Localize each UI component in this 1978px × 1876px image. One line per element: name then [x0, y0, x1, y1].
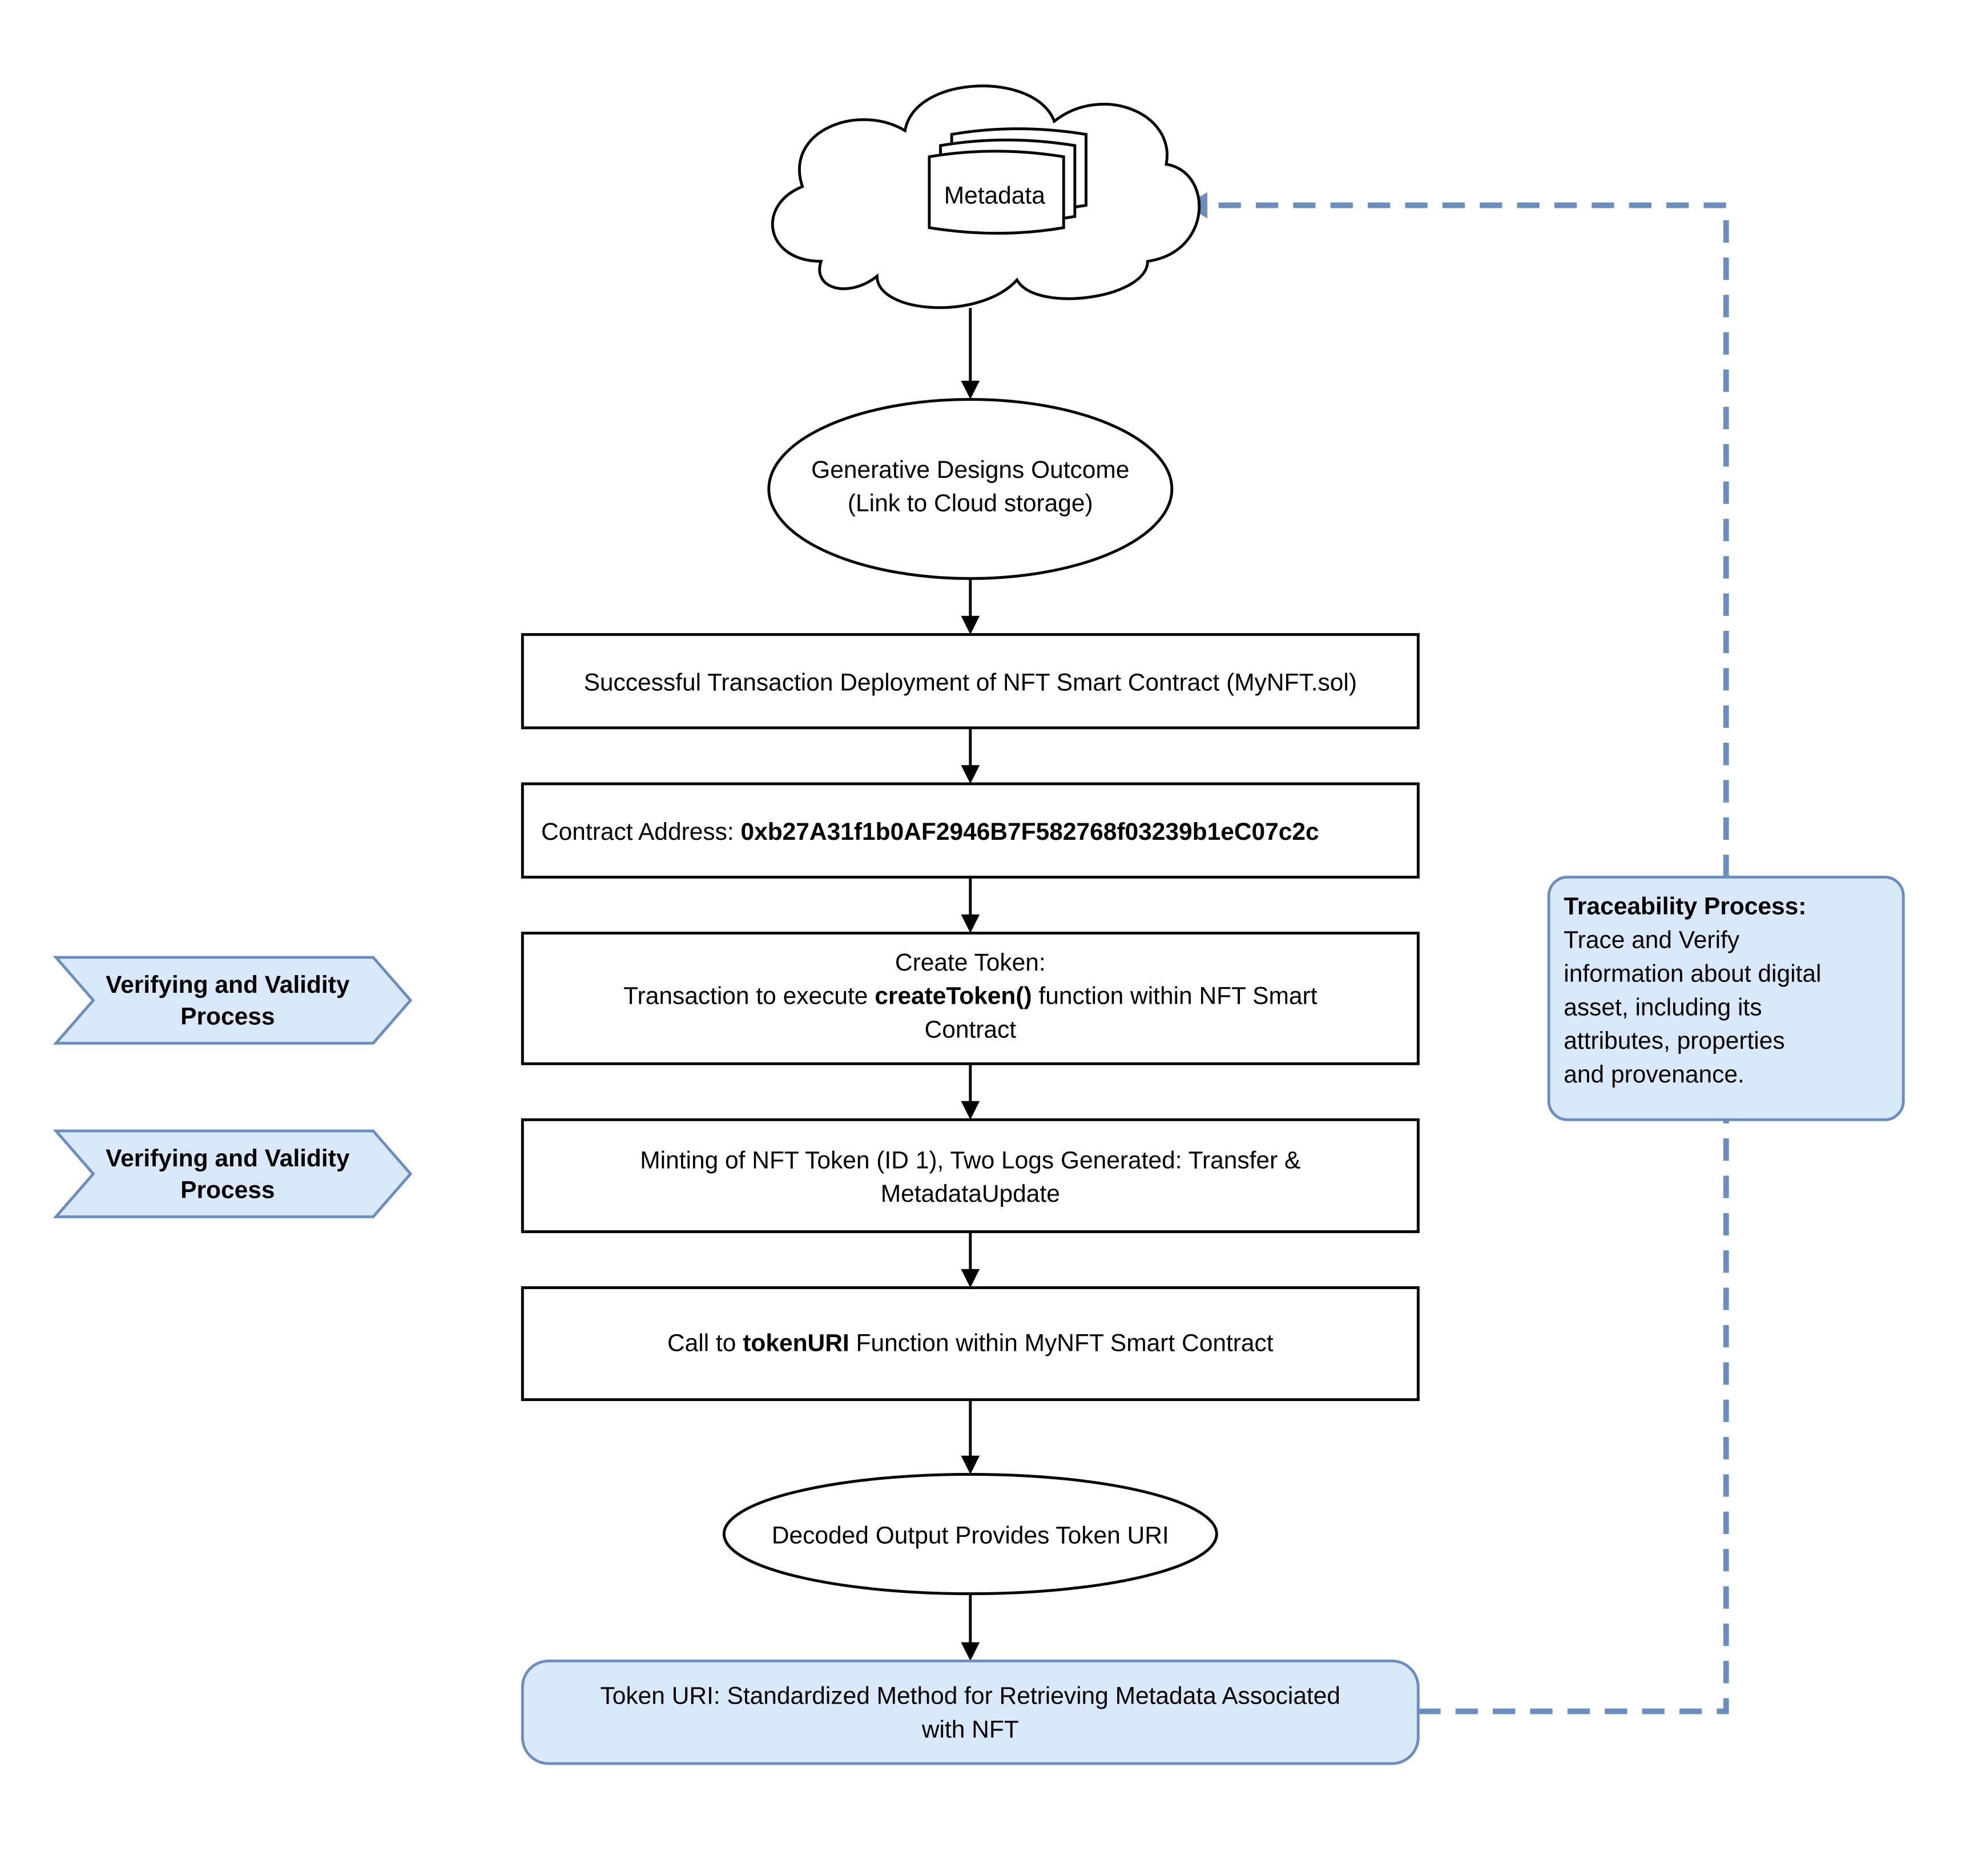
cloud-label: Metadata [944, 182, 1046, 209]
roundblue-line2: with NFT [921, 1716, 1019, 1743]
trace-body-4: and provenance. [1564, 1061, 1745, 1088]
trace-body-3: attributes, properties [1564, 1028, 1784, 1054]
trace-body-0: Trace and Verify [1564, 927, 1740, 954]
rect4-line1: Minting of NFT Token (ID 1), Two Logs Ge… [640, 1147, 1300, 1174]
node-contract-address: Contract Address: 0xb27A31f1b0AF2946B7F5… [522, 784, 1418, 877]
node-token-uri: Token URI: Standardized Method for Retri… [522, 1661, 1418, 1764]
arrowhead-4 [961, 1101, 980, 1120]
arrowhead-7 [961, 1642, 980, 1661]
metadata-docs-icon: Metadata [929, 129, 1086, 234]
verify1-line2: Process [180, 1004, 275, 1030]
node-generative-designs: Generative Designs Outcome (Link to Clou… [769, 400, 1172, 579]
verify1-line1: Verifying and Validity [106, 972, 350, 999]
verify2-line2: Process [180, 1177, 275, 1204]
arrowhead-3 [961, 915, 980, 933]
ellipse1-line2: (Link to Cloud storage) [848, 490, 1093, 517]
node-cloud-metadata: Metadata [772, 86, 1199, 308]
verify2-line1: Verifying and Validity [106, 1145, 350, 1172]
trace-body-1: information about digital [1564, 960, 1821, 987]
label-verify-2: Verifying and Validity Process [56, 1131, 410, 1217]
node-tokenuri-call: Call to tokenURI Function within MyNFT S… [522, 1288, 1418, 1400]
rect1-text: Successful Transaction Deployment of NFT… [584, 669, 1357, 696]
node-decoded-output: Decoded Output Provides Token URI [724, 1474, 1216, 1593]
label-verify-1: Verifying and Validity Process [56, 957, 410, 1043]
ellipse1-line1: Generative Designs Outcome [811, 457, 1129, 484]
rect4-line2: MetadataUpdate [881, 1181, 1060, 1207]
roundblue-line1: Token URI: Standardized Method for Retri… [601, 1682, 1340, 1709]
trace-body-2: asset, including its [1564, 994, 1762, 1021]
node-create-token: Create Token: Transaction to execute cre… [522, 933, 1418, 1064]
rect5-text: Call to tokenURI Function within MyNFT S… [667, 1330, 1274, 1357]
arrowhead-6 [961, 1456, 980, 1475]
ellipse2-text: Decoded Output Provides Token URI [772, 1522, 1169, 1549]
arrowhead-2 [961, 765, 980, 784]
arrowhead-5 [961, 1269, 980, 1288]
node-minting: Minting of NFT Token (ID 1), Two Logs Ge… [522, 1120, 1418, 1231]
arrowhead-0 [961, 381, 980, 400]
rect3-line2: Transaction to execute createToken() fun… [623, 983, 1317, 1010]
rect2-text: Contract Address: 0xb27A31f1b0AF2946B7F5… [541, 819, 1319, 846]
node-traceability: Traceability Process: Trace and Verify i… [1549, 877, 1903, 1120]
trace-title: Traceability Process: [1564, 893, 1806, 920]
rect3-line3: Contract [925, 1016, 1017, 1043]
arrowhead-1 [961, 616, 980, 635]
node-deploy-contract: Successful Transaction Deployment of NFT… [522, 634, 1418, 727]
rect3-line1: Create Token: [895, 949, 1046, 976]
